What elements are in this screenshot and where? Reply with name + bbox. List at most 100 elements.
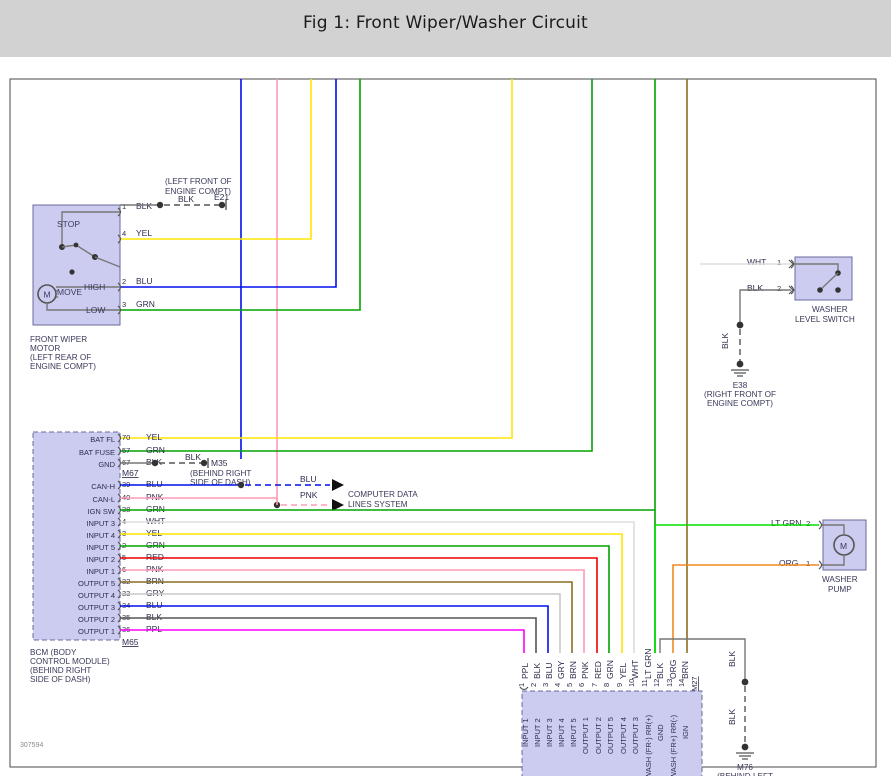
comb-pin-14-number: 14 [677,679,686,687]
bcm-pin-color-14: BLK [146,612,162,622]
comb-pin-6-label: OUTPUT 1 [581,717,590,754]
bcm-connector-bottom: M65 [122,637,139,647]
bcm-pin-label-11: OUTPUT 5 [78,579,115,588]
comb-pin-4-number: 4 [553,683,562,687]
bcm-connector-top: M67 [122,468,139,478]
comb-pin-8: 8 GRN OUTPUT 5 [602,660,615,754]
m76-note-1: (BEHIND LEFT [717,772,773,776]
computer-data-lines: BLU PNK COMPUTER DATA LINES SYSTEM [120,474,418,511]
comb-pin-12-color: BLK [655,663,665,679]
comb-pin-11-label: WASH (FR-) RR(+) [644,714,653,776]
comb-pin-5-number: 5 [565,683,574,687]
wiper-pin-1-number: 1 [122,202,126,211]
wiper-motor-name-1: FRONT WIPER [30,335,87,344]
bcm-pin-color-12: GRY [146,588,165,598]
bcm-pin-label-15: OUTPUT 1 [78,627,115,636]
wiper-pin-4-color: YEL [136,228,152,238]
bcm-pin-label-12: OUTPUT 4 [78,591,115,600]
wire-grn-wiper [120,79,361,311]
bcm-module[interactable]: BAT FL BAT FUSE GND CAN-H CAN-L IGN SW I… [30,431,165,684]
m76-wire-color-upper: BLK [727,651,737,667]
bcm-pin-label-3: CAN-H [91,482,115,491]
bcm-name-1: BCM (BODY [30,648,77,657]
comb-pin-1-color: PPL [520,663,530,679]
diagram-border [9,78,877,768]
comb-pin-13: 13 ORG WASH (FR+) RR(-) [665,660,678,776]
bcm-pin-number-1: 57 [122,446,130,455]
bcm-pin-color-13: BLU [146,600,163,610]
combination-switch-ground: BLK BLK M76 [659,638,754,772]
washer-pump[interactable]: M 2 LT GRN 1 ORG WASHER PUMP [654,518,867,653]
bcm-pin-color-3: BLU [146,479,163,489]
bcm-pin-color-6: WHT [146,516,165,526]
comb-pin-5-color: BRN [568,661,578,679]
comb-pin-14: 14 BRN IGN [677,661,690,739]
bcm-pin-label-0: BAT FL [90,435,115,444]
combination-switch[interactable]: 1 PPL INPUT 1 2 BLK INPUT 2 3 BLU INPUT … [517,649,703,776]
comb-pin-3-number: 3 [541,683,550,687]
bcm-pin-color-11: BRN [146,576,164,586]
comb-pin-1: 1 PPL INPUT 1 [517,663,530,747]
wiring-diagram-svg: STOP MOVE M HIGH LOW 1 BLK 4 YEL 2 BLU 3 [9,78,877,776]
wiper-motor-name-4: ENGINE COMPT) [30,362,96,371]
combination-switch-pin-arcs [519,686,529,691]
comb-pin-2: 2 BLK INPUT 2 [529,663,542,747]
washer-pump-name-1: WASHER [822,575,858,584]
washer-level-switch-name-1: WASHER [812,305,848,314]
comb-pin-5-label: INPUT 5 [569,718,578,747]
comb-pin-8-label: OUTPUT 5 [606,717,615,754]
washer-level-pin-1-number: 1 [777,258,781,267]
wiper-motor-name-2: MOTOR [30,344,60,353]
bcm-pin-label-10: INPUT 1 [86,567,115,576]
wiper-pin-2-number: 2 [122,277,126,286]
page-title: Fig 1: Front Wiper/Washer Circuit [303,13,588,33]
washer-level-switch[interactable]: 1 WHT 2 BLK WASHER LEVEL SWITCH [700,256,855,325]
bcm-pin-color-5: GRN [146,504,165,514]
comb-pin-3-label: INPUT 3 [545,718,554,747]
comb-pin-5: 5 BRN INPUT 5 [565,661,578,747]
comb-pin-10-number: 10 [627,679,636,687]
wire-blu-wiper [120,79,337,288]
comb-pin-8-number: 8 [602,683,611,687]
bcm-pin-label-4: CAN-L [92,495,115,504]
bcm-pin-label-14: OUTPUT 2 [78,615,115,624]
m76-id: M76 [737,763,753,772]
m76-note-block: (BEHIND LEFT [717,772,773,776]
bcm-pin-label-2: GND [98,460,115,469]
connector-m35: BLK M35 (BEHIND RIGHT SIDE OF DASH) [120,452,251,487]
comb-pin-6-color: PNK [580,661,590,679]
comb-pin-9: 9 YEL OUTPUT 4 [615,663,628,754]
bcm-pin-color-7: YEL [146,528,162,538]
comb-pin-9-number: 9 [615,683,624,687]
washer-level-pin-2-number: 2 [777,284,781,293]
comb-pin-11: 11 LT GRN WASH (FR-) RR(+) [640,649,653,776]
trunk-wires [120,79,688,653]
comb-pin-4-label: INPUT 4 [557,718,566,747]
front-wiper-motor[interactable]: STOP MOVE M HIGH LOW 1 BLK 4 YEL 2 BLU 3 [30,201,155,371]
comb-pin-13-color: ORG [668,660,678,679]
bcm-pin-label-9: INPUT 2 [86,555,115,564]
comb-pin-13-number: 13 [665,679,674,687]
title-bar: Fig 1: Front Wiper/Washer Circuit [0,0,891,57]
wire-yel-bcm-batfl [120,79,513,439]
comb-pin-11-number: 11 [640,679,649,687]
connector-e21: BLK E21 (LEFT FRONT OF ENGINE COMPT) [120,177,232,210]
combination-switch-connector-id: M27 [690,676,699,691]
e21-id: E21 [214,192,229,202]
m35-id: M35 [211,458,228,468]
comb-pin-7: 7 RED OUTPUT 2 [590,661,603,754]
comb-pin-1-label: INPUT 1 [521,718,530,747]
e38-wire-color: BLK [720,333,730,349]
comb-pin-12: 12 BLK GND [652,663,665,741]
comb-pin-2-color: BLK [532,663,542,679]
data-bus-wire-0-color: BLU [300,474,317,484]
bcm-name-3: (BEHIND RIGHT [30,666,91,675]
m35-note-2: SIDE OF DASH) [190,478,251,487]
bcm-pin-label-8: INPUT 5 [86,543,115,552]
washer-pump-pin-1-color: ORG [779,558,798,568]
comb-pin-6: 6 PNK OUTPUT 1 [577,661,590,754]
comb-pin-2-number: 2 [529,683,538,687]
e38-id: E38 [733,381,748,390]
washer-level-switch-name-2: LEVEL SWITCH [795,315,855,324]
